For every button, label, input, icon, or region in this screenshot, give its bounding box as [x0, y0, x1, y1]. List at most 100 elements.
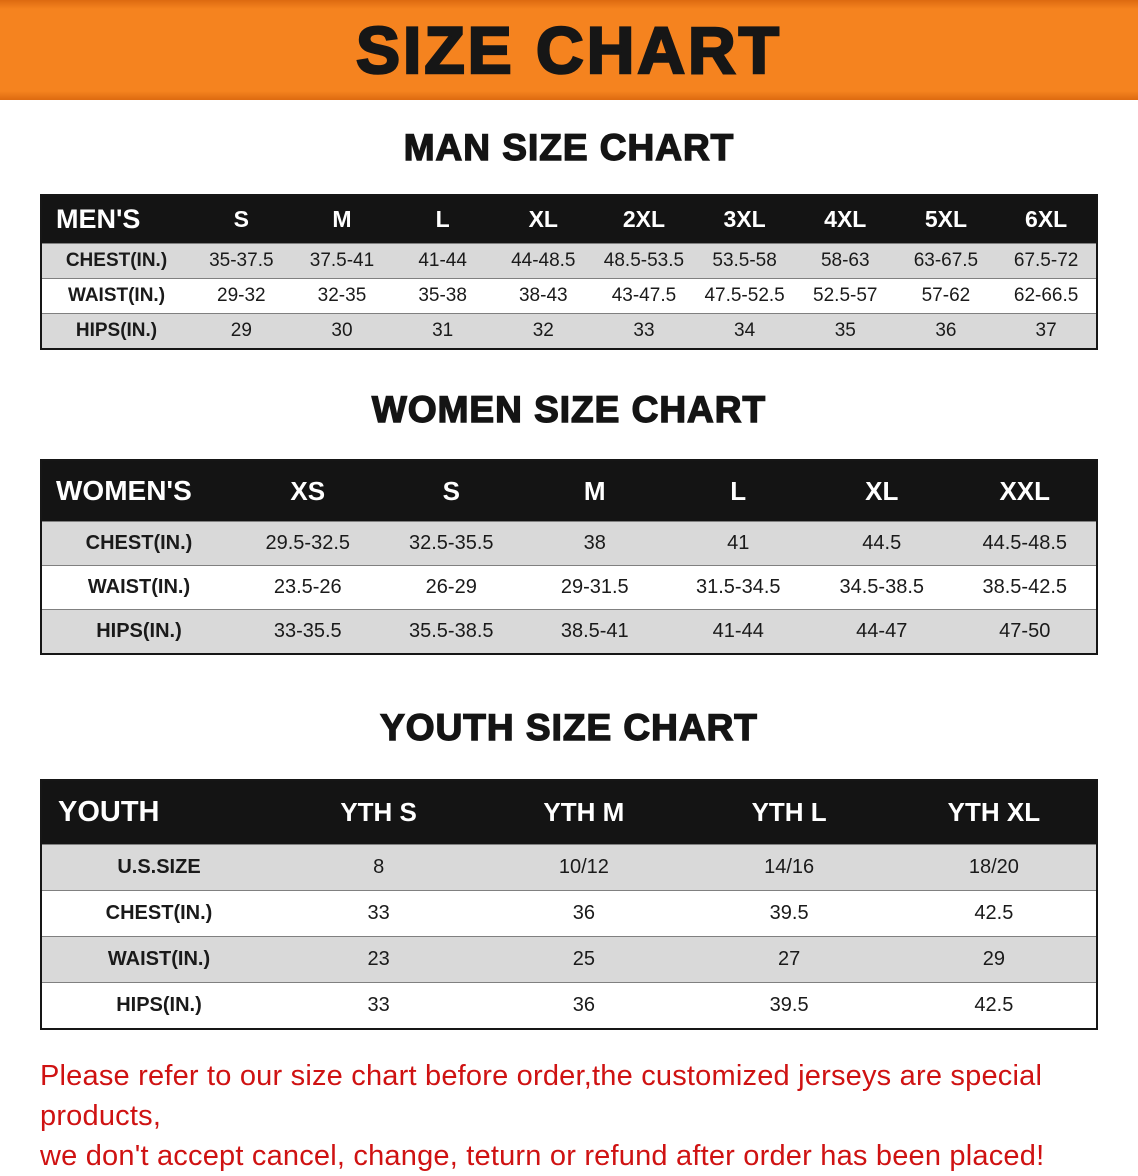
measurement-row: U.S.SIZE 8 10/12 14/16 18/20: [41, 844, 1097, 891]
measurement-row-label: U.S.SIZE: [41, 844, 276, 891]
size-column-header: M: [523, 460, 667, 522]
size-value-cell: 23: [276, 936, 482, 983]
disclaimer-line-2: we don't accept cancel, change, teturn o…: [40, 1140, 1045, 1173]
size-value-cell: 39.5: [686, 982, 892, 1029]
size-value-cell: 34.5-38.5: [810, 565, 954, 610]
size-value-cell: 62-66.5: [996, 278, 1097, 314]
size-value-cell: 47.5-52.5: [694, 278, 795, 314]
size-column-header: L: [392, 195, 493, 244]
table-header-row: WOMEN'S XS S M L XL XXL: [41, 460, 1097, 522]
youth-size-section: YOUTH SIZE CHART YOUTH YTH S YTH M YTH L YTH…: [40, 706, 1098, 1030]
measurement-row-label: WAIST(IN.): [41, 936, 276, 983]
size-value-cell: 44.5-48.5: [953, 521, 1097, 566]
size-value-cell: 36: [481, 890, 687, 937]
size-value-cell: 23.5-26: [236, 565, 380, 610]
size-column-header: YTH L: [686, 780, 892, 845]
size-value-cell: 58-63: [794, 243, 896, 279]
size-value-cell: 29: [891, 936, 1097, 983]
measurement-row-label: HIPS(IN.): [41, 609, 236, 654]
size-column-header: 5XL: [895, 195, 997, 244]
size-value-cell: 39.5: [686, 890, 892, 937]
size-value-cell: 33-35.5: [236, 609, 380, 654]
measurement-row: HIPS(IN.) 33-35.5 35.5-38.5 38.5-41 41-44 44-…: [41, 609, 1097, 654]
table-header-row: YOUTH YTH S YTH M YTH L YTH XL: [41, 780, 1097, 845]
size-column-header: 2XL: [593, 195, 695, 244]
size-value-cell: 32: [492, 313, 594, 349]
men-size-section: MAN SIZE CHART MEN'S S M L XL 2XL 3XL 4XL 5XL 6XL…: [40, 126, 1098, 350]
size-value-cell: 52.5-57: [794, 278, 896, 314]
size-column-header: XL: [492, 195, 594, 244]
size-value-cell: 63-67.5: [895, 243, 997, 279]
size-value-cell: 29: [191, 313, 292, 349]
measurement-row: CHEST(IN.) 29.5-32.5 32.5-35.5 38 41 44.5 44.5…: [41, 521, 1097, 566]
size-value-cell: 10/12: [481, 844, 687, 891]
page-title: SIZE CHART: [355, 13, 782, 87]
size-value-cell: 27: [686, 936, 892, 983]
size-value-cell: 43-47.5: [593, 278, 695, 314]
size-column-header: YTH M: [481, 780, 687, 845]
youth-section-heading: YOUTH SIZE CHART: [379, 706, 758, 748]
size-chart-content: MAN SIZE CHART MEN'S S M L XL 2XL 3XL 4XL 5XL 6XL…: [0, 126, 1138, 1176]
measurement-row: WAIST(IN.) 29-32 32-35 35-38 38-43 43-47.5 47.…: [41, 278, 1097, 314]
size-value-cell: 26-29: [379, 565, 523, 610]
size-column-header: 6XL: [996, 195, 1097, 244]
size-value-cell: 36: [895, 313, 997, 349]
men-size-table: MEN'S S M L XL 2XL 3XL 4XL 5XL 6XL CHEST(IN.) 35-37…: [40, 194, 1098, 350]
size-value-cell: 48.5-53.5: [593, 243, 695, 279]
size-chart-banner: SIZE CHART: [0, 0, 1138, 100]
size-value-cell: 35-37.5: [191, 243, 292, 279]
size-value-cell: 33: [276, 982, 482, 1029]
measurement-row: WAIST(IN.) 23.5-26 26-29 29-31.5 31.5-34.5 34…: [41, 565, 1097, 610]
size-value-cell: 35-38: [392, 278, 493, 314]
size-column-header: XS: [236, 460, 380, 522]
size-value-cell: 14/16: [686, 844, 892, 891]
size-value-cell: 31: [392, 313, 493, 349]
measurement-row-label: WAIST(IN.): [41, 565, 236, 610]
size-value-cell: 42.5: [891, 982, 1097, 1029]
disclaimer-line-1: Please refer to our size chart before or…: [40, 1060, 1043, 1133]
size-value-cell: 38.5-41: [523, 609, 667, 654]
measurement-row-label: WAIST(IN.): [41, 278, 191, 314]
size-value-cell: 32.5-35.5: [379, 521, 523, 566]
measurement-row-label: CHEST(IN.): [41, 890, 276, 937]
size-value-cell: 37: [996, 313, 1097, 349]
size-column-header: L: [666, 460, 810, 522]
measurement-row: CHEST(IN.) 35-37.5 37.5-41 41-44 44-48.5 48.5…: [41, 243, 1097, 279]
size-value-cell: 42.5: [891, 890, 1097, 937]
size-value-cell: 67.5-72: [996, 243, 1097, 279]
size-value-cell: 47-50: [953, 609, 1097, 654]
size-value-cell: 41: [666, 521, 810, 566]
youth-size-table: YOUTH YTH S YTH M YTH L YTH XL U.S.SIZE 8 10/12…: [40, 779, 1098, 1030]
size-column-header: 4XL: [794, 195, 896, 244]
size-value-cell: 53.5-58: [694, 243, 795, 279]
size-value-cell: 36: [481, 982, 687, 1029]
size-value-cell: 8: [276, 844, 482, 891]
measurement-row: CHEST(IN.) 33 36 39.5 42.5: [41, 890, 1097, 937]
size-value-cell: 25: [481, 936, 687, 983]
size-value-cell: 32-35: [291, 278, 393, 314]
size-value-cell: 37.5-41: [291, 243, 393, 279]
size-value-cell: 38-43: [492, 278, 594, 314]
size-value-cell: 44.5: [810, 521, 954, 566]
size-value-cell: 33: [276, 890, 482, 937]
size-value-cell: 31.5-34.5: [666, 565, 810, 610]
women-size-section: WOMEN SIZE CHART WOMEN'S XS S M L XL XXL CHEST(…: [40, 388, 1098, 655]
size-column-header: XXL: [953, 460, 1097, 522]
table-corner-label: WOMEN'S: [41, 460, 236, 522]
size-value-cell: 44-48.5: [492, 243, 594, 279]
size-column-header: YTH XL: [891, 780, 1097, 845]
size-value-cell: 35: [794, 313, 896, 349]
men-section-heading: MAN SIZE CHART: [403, 126, 735, 168]
size-column-header: M: [291, 195, 393, 244]
size-value-cell: 44-47: [810, 609, 954, 654]
size-value-cell: 41-44: [392, 243, 493, 279]
size-column-header: 3XL: [694, 195, 795, 244]
size-value-cell: 33: [593, 313, 695, 349]
size-value-cell: 57-62: [895, 278, 997, 314]
size-value-cell: 29-31.5: [523, 565, 667, 610]
measurement-row: HIPS(IN.) 29 30 31 32 33 34 35 36 37: [41, 313, 1097, 349]
table-header-row: MEN'S S M L XL 2XL 3XL 4XL 5XL 6XL: [41, 195, 1097, 244]
table-corner-label: YOUTH: [41, 780, 276, 845]
size-value-cell: 38: [523, 521, 667, 566]
measurement-row-label: CHEST(IN.): [41, 243, 191, 279]
